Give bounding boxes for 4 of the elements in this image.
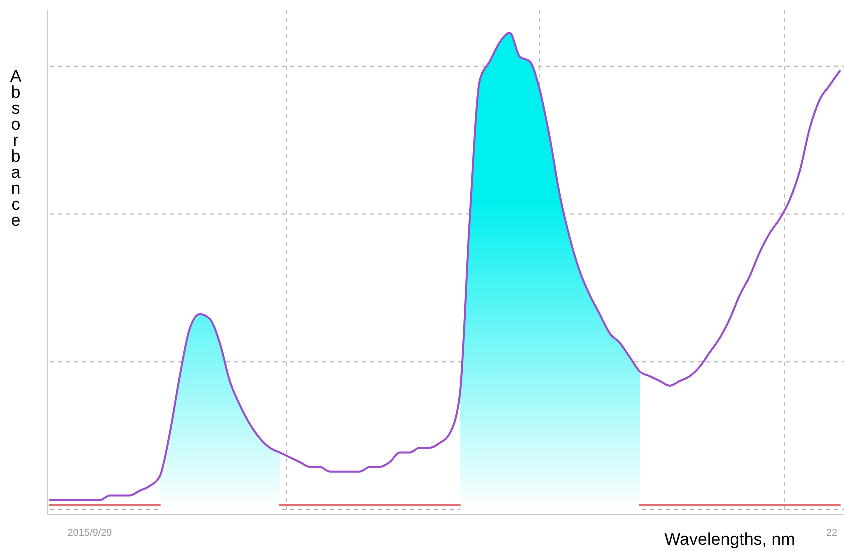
text: 22 [826,528,838,539]
x-axis-title: Wavelengths, nm [664,530,796,549]
text: 2015/9/29 [68,528,113,539]
text: Absorbance [10,67,22,230]
